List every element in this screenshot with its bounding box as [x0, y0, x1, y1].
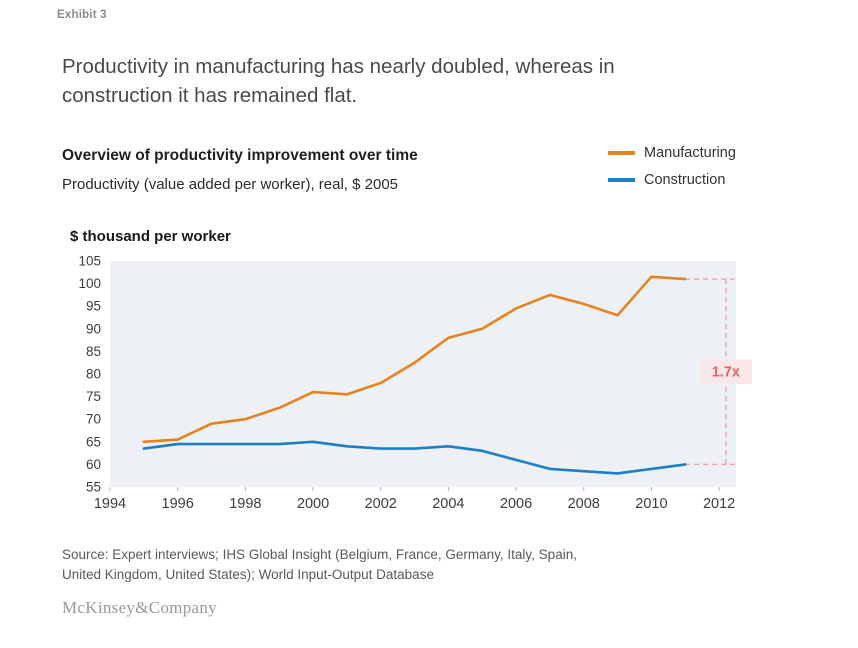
- y-tick-label: 90: [86, 321, 101, 336]
- plot-area: [110, 261, 736, 487]
- source-note: Source: Expert interviews; IHS Global In…: [62, 545, 577, 584]
- y-tick-label: 70: [86, 412, 101, 427]
- page-title: Productivity in manufacturing has nearly…: [62, 55, 615, 108]
- x-tick-label: 2008: [568, 496, 600, 512]
- x-tick-label: 2010: [635, 496, 667, 512]
- x-tick-label: 2000: [297, 496, 329, 512]
- y-tick-label: 60: [86, 457, 101, 472]
- y-tick-label: 55: [86, 480, 101, 495]
- x-tick-label: 1996: [162, 496, 194, 512]
- manufacturing-line-swatch: [608, 151, 635, 155]
- mckinsey-logo: McKinsey&Company: [62, 598, 217, 617]
- legend-label-manufacturing: Manufacturing: [644, 145, 736, 161]
- y-tick-label: 75: [86, 389, 101, 404]
- source-line-2: United Kingdom, United States); World In…: [62, 566, 434, 582]
- x-tick-label: 2002: [365, 496, 397, 512]
- y-axis-title: $ thousand per worker: [70, 228, 231, 245]
- legend-item-manufacturing: Manufacturing: [608, 145, 736, 161]
- productivity-line-chart: 55 60 65 70 75 80 85 90 95 100 105 1994 1996 1998 2000…: [78, 254, 752, 512]
- x-tick-label: 2004: [432, 496, 464, 512]
- ratio-annotation-box: [699, 359, 752, 385]
- y-tick-label: 95: [86, 299, 101, 314]
- y-tick-label: 100: [78, 276, 101, 291]
- y-tick-label: 80: [86, 367, 101, 382]
- x-tick-label: 2012: [703, 496, 735, 512]
- ratio-annotation-label: 1.7x: [712, 365, 740, 381]
- chart-subtitle-bold: Overview of productivity improvement ove…: [62, 147, 418, 164]
- series-line-construction: [142, 440, 687, 475]
- y-tick-label: 105: [78, 254, 101, 269]
- y-tick-label: 85: [86, 344, 101, 359]
- chart-subtitle: Productivity (value added per worker), r…: [62, 176, 399, 193]
- chart-legend: Manufacturing Construction: [608, 145, 736, 199]
- x-tick-label: 1998: [229, 496, 261, 512]
- y-tick-label: 65: [86, 434, 101, 449]
- x-tick-label: 2006: [500, 496, 532, 512]
- legend-item-construction: Construction: [608, 172, 736, 188]
- x-tick-label: 1994: [94, 496, 126, 512]
- source-line-1: Source: Expert interviews; IHS Global In…: [62, 547, 577, 562]
- series-line-manufacturing: [142, 275, 687, 444]
- chart-container: 55 60 65 70 75 80 85 90 95 100 105 1994 1996 1998 2000…: [60, 252, 820, 522]
- construction-line-swatch: [608, 178, 635, 182]
- legend-label-construction: Construction: [644, 172, 726, 188]
- exhibit-label: Exhibit 3: [57, 9, 107, 21]
